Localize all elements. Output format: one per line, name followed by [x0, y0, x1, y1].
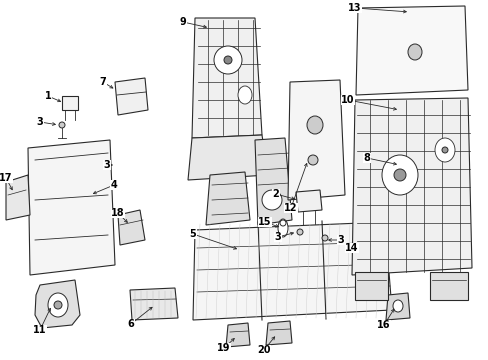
Text: 9: 9 — [179, 17, 186, 27]
Polygon shape — [265, 321, 291, 345]
Ellipse shape — [54, 301, 62, 309]
Polygon shape — [35, 280, 80, 328]
Ellipse shape — [321, 235, 327, 241]
Polygon shape — [193, 222, 391, 320]
Text: 16: 16 — [376, 320, 390, 330]
Text: 12: 12 — [284, 203, 297, 213]
Polygon shape — [118, 210, 145, 245]
Ellipse shape — [214, 46, 242, 74]
Ellipse shape — [48, 293, 68, 317]
Text: 6: 6 — [127, 319, 134, 329]
Polygon shape — [130, 288, 178, 320]
Text: 4: 4 — [110, 180, 117, 190]
Text: 3: 3 — [337, 235, 344, 245]
Polygon shape — [187, 135, 267, 180]
Ellipse shape — [262, 190, 282, 210]
Text: 18: 18 — [111, 208, 124, 218]
Polygon shape — [254, 138, 291, 225]
Polygon shape — [28, 140, 115, 275]
Polygon shape — [225, 323, 249, 347]
Polygon shape — [115, 78, 148, 115]
Text: 19: 19 — [217, 343, 230, 353]
Text: 1: 1 — [44, 91, 51, 101]
Ellipse shape — [407, 44, 421, 60]
Polygon shape — [385, 293, 409, 320]
Text: 5: 5 — [189, 229, 196, 239]
Ellipse shape — [238, 86, 251, 104]
Ellipse shape — [381, 155, 417, 195]
Ellipse shape — [296, 229, 303, 235]
Text: 11: 11 — [33, 325, 47, 335]
Ellipse shape — [434, 138, 454, 162]
Polygon shape — [6, 175, 30, 220]
Polygon shape — [295, 190, 321, 212]
Text: 14: 14 — [345, 243, 358, 253]
Text: 3: 3 — [274, 232, 281, 242]
Ellipse shape — [392, 300, 402, 312]
Text: 20: 20 — [257, 345, 270, 355]
Text: 15: 15 — [258, 217, 271, 227]
Ellipse shape — [224, 56, 231, 64]
Ellipse shape — [393, 169, 405, 181]
Polygon shape — [351, 98, 471, 275]
Text: 7: 7 — [100, 77, 106, 87]
Polygon shape — [354, 272, 387, 300]
Text: 17: 17 — [0, 173, 13, 183]
Text: 13: 13 — [347, 3, 361, 13]
Text: 2: 2 — [272, 189, 279, 199]
Polygon shape — [205, 172, 249, 225]
Polygon shape — [381, 158, 437, 232]
Polygon shape — [429, 272, 467, 300]
Ellipse shape — [307, 155, 317, 165]
Ellipse shape — [306, 116, 323, 134]
Polygon shape — [355, 243, 377, 264]
Text: 3: 3 — [37, 117, 43, 127]
Polygon shape — [62, 96, 78, 110]
Polygon shape — [355, 6, 467, 95]
Text: 8: 8 — [363, 153, 370, 163]
Polygon shape — [287, 80, 345, 200]
Ellipse shape — [280, 220, 285, 226]
Ellipse shape — [441, 147, 447, 153]
Polygon shape — [192, 18, 262, 138]
Text: 3: 3 — [103, 160, 110, 170]
Ellipse shape — [278, 219, 287, 237]
Text: 10: 10 — [341, 95, 354, 105]
Ellipse shape — [59, 122, 65, 128]
